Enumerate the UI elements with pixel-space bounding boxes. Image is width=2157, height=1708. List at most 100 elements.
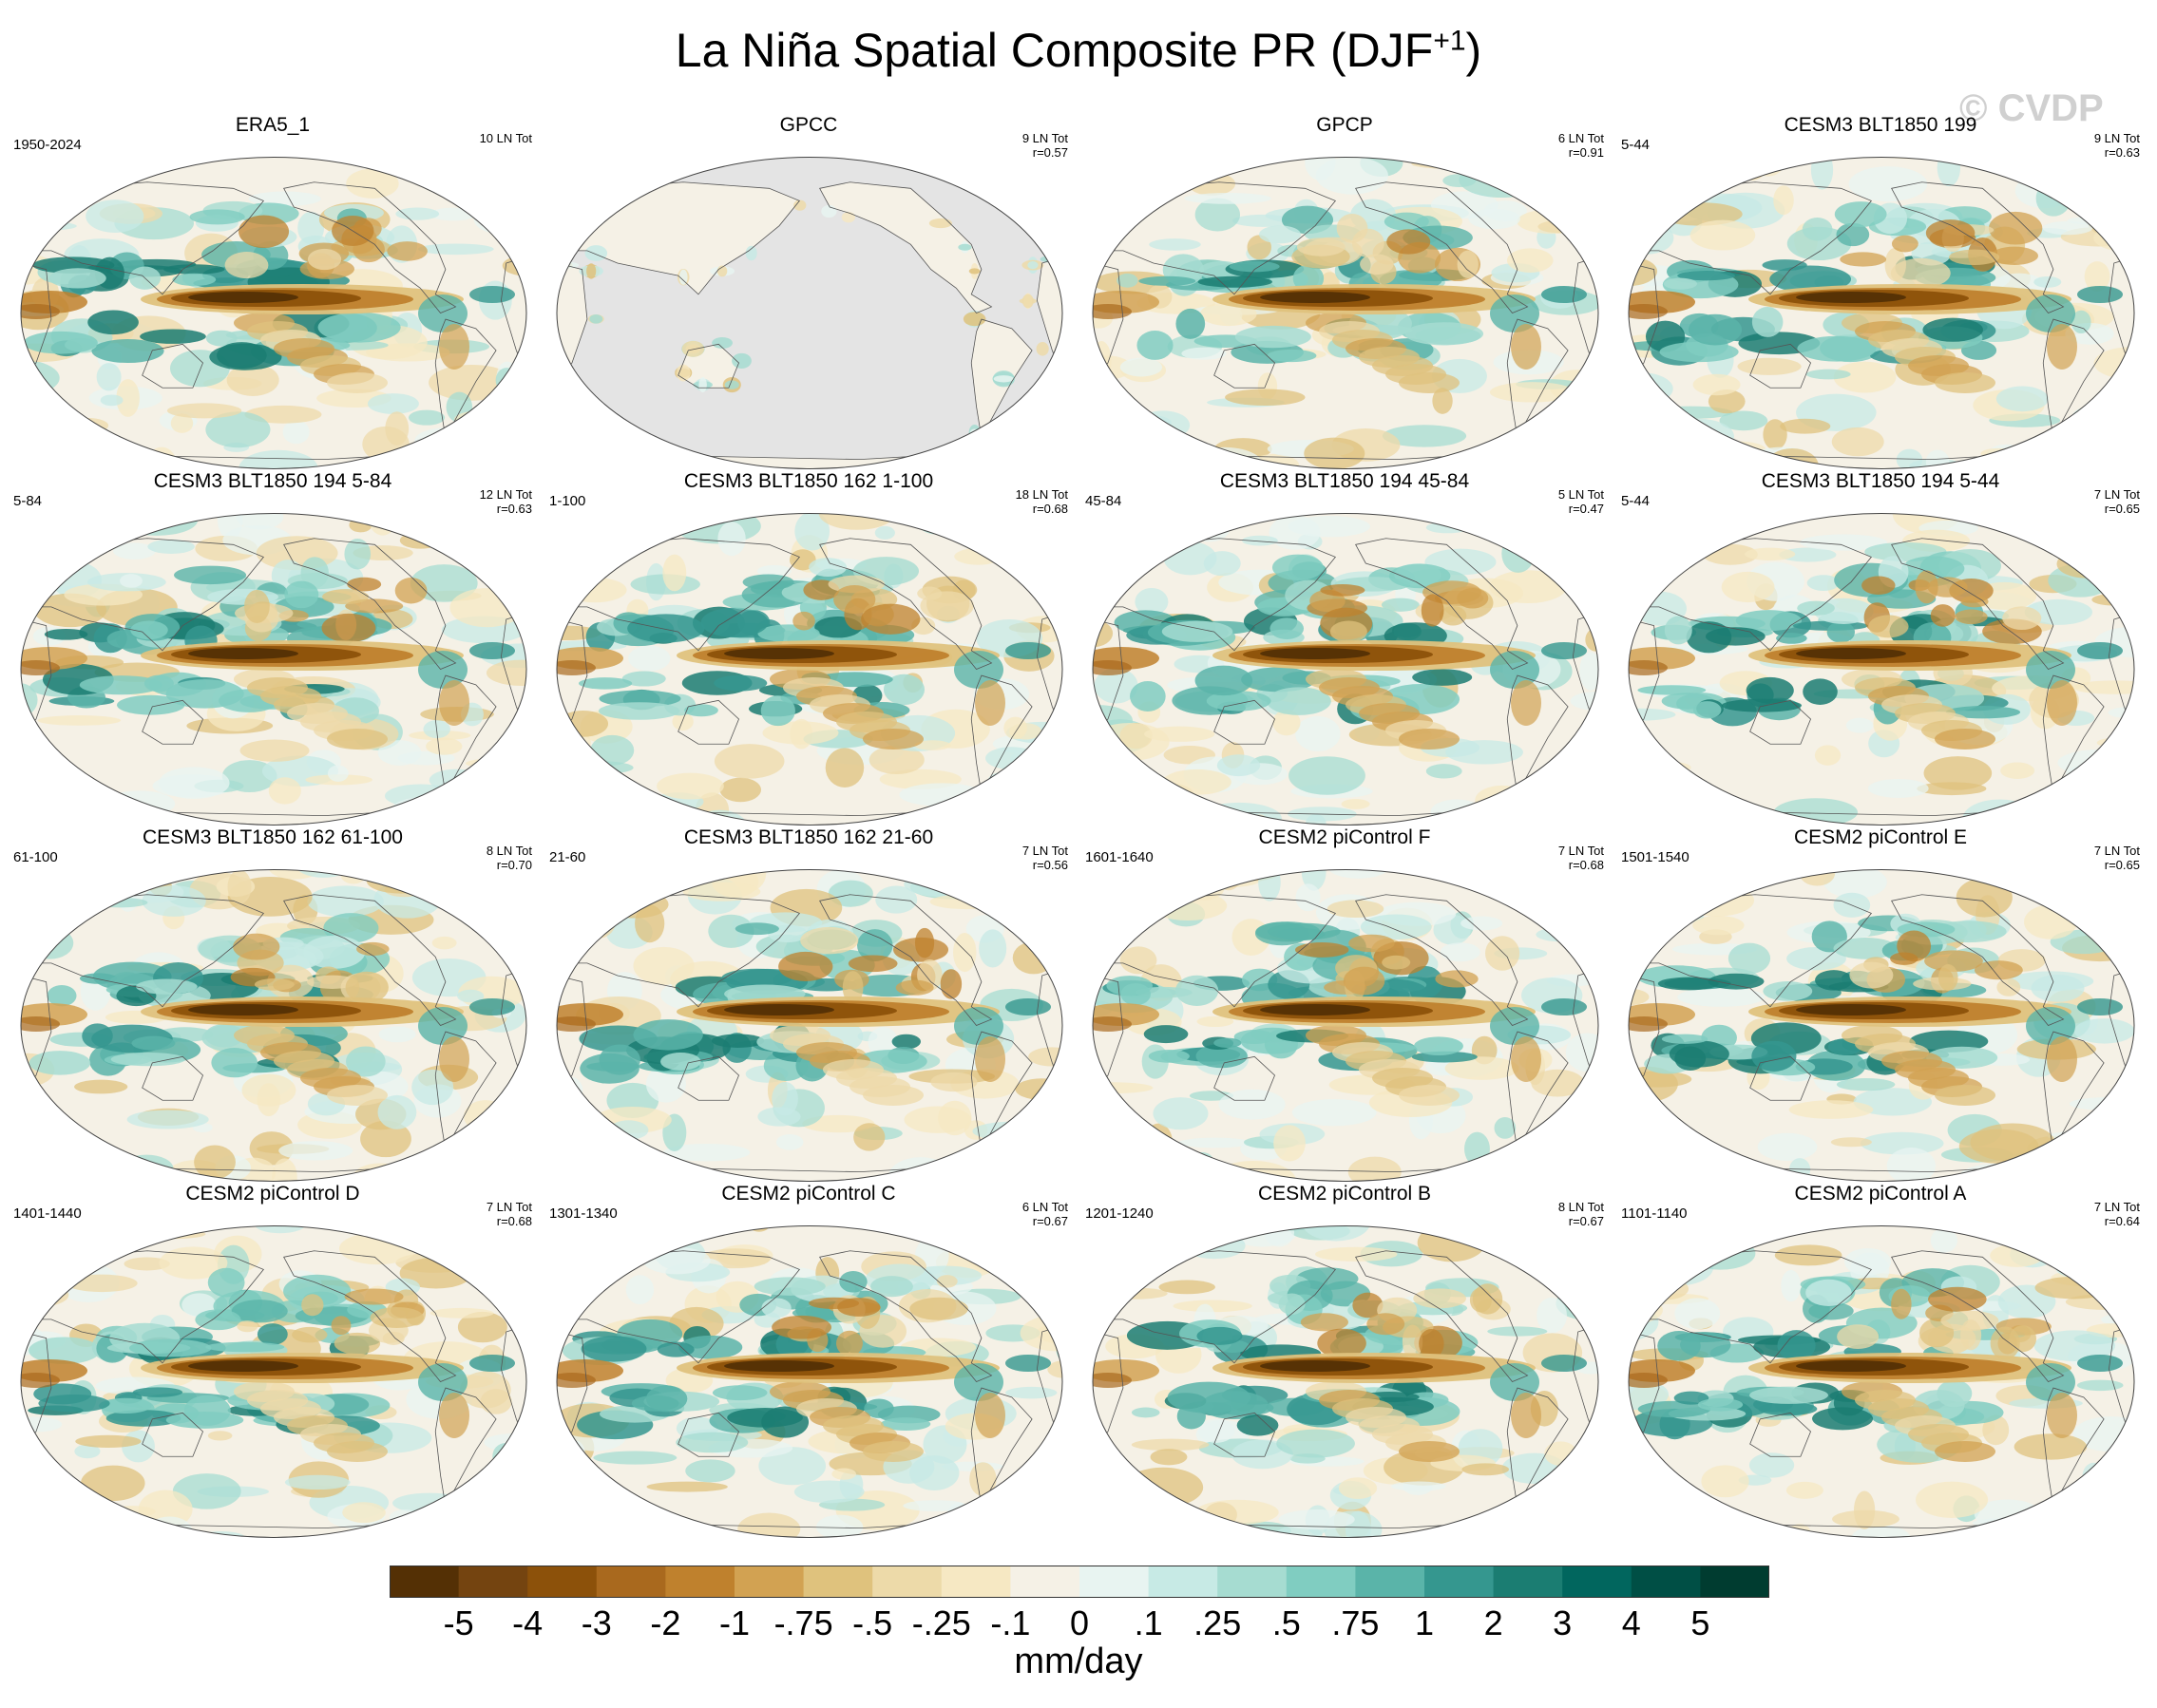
anomaly-contour <box>828 880 873 907</box>
anomaly-contour <box>2052 524 2084 548</box>
anomaly-contour <box>2047 680 2077 726</box>
anomaly-contour <box>1991 246 2038 265</box>
anomaly-contour <box>557 660 596 675</box>
anomaly-contour <box>869 745 925 775</box>
anomaly-contour <box>1341 799 1370 809</box>
anomaly-contour <box>1444 1056 1519 1080</box>
anomaly-contour <box>268 777 301 805</box>
anomaly-contour <box>1093 739 1108 776</box>
coastline <box>1093 894 1337 1008</box>
anomaly-contour <box>307 248 342 271</box>
anomaly-contour <box>1218 1089 1286 1120</box>
map-border <box>556 869 1063 1182</box>
colorbar-segment <box>1424 1566 1495 1598</box>
anomaly-contour <box>1982 1414 2010 1446</box>
anomaly-contour <box>1469 1287 1492 1313</box>
anomaly-contour <box>79 675 162 695</box>
anomaly-contour <box>91 897 148 908</box>
anomaly-contour <box>21 1505 72 1538</box>
anomaly-contour <box>377 1094 417 1129</box>
anomaly-contour <box>1773 185 1794 216</box>
anomaly-contour <box>104 790 176 817</box>
anomaly-contour <box>1399 729 1460 750</box>
panel-event-count: 7 LN Tot <box>486 1200 532 1214</box>
anomaly-contour <box>21 513 96 552</box>
anomaly-contour <box>172 1473 241 1509</box>
anomaly-contour <box>2031 975 2085 1002</box>
anomaly-contour <box>1511 324 1541 370</box>
anomaly-contour <box>724 1360 834 1372</box>
anomaly-contour <box>389 1509 421 1526</box>
anomaly-contour <box>833 585 876 614</box>
coastline <box>557 1331 588 1452</box>
panel-years: 1-100 <box>549 493 586 509</box>
anomaly-contour <box>457 989 485 1003</box>
anomaly-contour <box>2065 763 2134 785</box>
coastline <box>1891 181 2065 313</box>
anomaly-contour <box>439 680 469 726</box>
anomaly-contour <box>2077 286 2123 303</box>
anomaly-contour <box>1128 157 1197 179</box>
anomaly-contour <box>1632 1264 1659 1276</box>
anomaly-contour <box>602 869 685 888</box>
anomaly-contour <box>818 513 896 530</box>
anomaly-contour <box>86 199 144 233</box>
panel-event-count: 8 LN Tot <box>486 844 532 858</box>
anomaly-contour <box>853 1123 886 1151</box>
panel-correlation: r=0.63 <box>496 502 532 516</box>
panel-stats: 7 LN Tot r=0.68 <box>1558 844 1604 872</box>
anomaly-contour <box>1494 1117 1517 1139</box>
anomaly-contour <box>1629 1225 1657 1244</box>
anomaly-contour <box>1960 596 1989 608</box>
anomaly-contour <box>1188 172 1236 196</box>
anomaly-contour <box>1104 1244 1162 1269</box>
anomaly-contour <box>929 894 1005 910</box>
anomaly-contour <box>1027 261 1039 270</box>
anomaly-contour <box>1093 1473 1136 1489</box>
colorbar-segment <box>527 1566 598 1598</box>
anomaly-contour <box>283 1274 352 1309</box>
anomaly-contour <box>1685 1237 1756 1270</box>
anomaly-contour <box>1093 726 1116 765</box>
colorbar-segment <box>1079 1566 1150 1598</box>
anomaly-contour <box>967 1241 1053 1276</box>
anomaly-contour <box>74 1444 101 1459</box>
map-field <box>1093 513 1598 826</box>
anomaly-contour <box>724 648 834 659</box>
colorbar-tick-label: -3 <box>581 1604 612 1642</box>
map-border <box>1628 513 2135 826</box>
anomaly-contour <box>778 951 833 981</box>
coastline <box>21 262 52 383</box>
anomaly-contour <box>627 614 705 643</box>
anomaly-contour <box>463 1225 526 1241</box>
anomaly-contour <box>1974 960 2023 980</box>
anomaly-contour <box>757 1107 801 1127</box>
anomaly-contour <box>1629 256 1658 287</box>
map-panel: CESM3 BLT1850 162 21-60 21-60 7 LN Tot r=0.… <box>549 826 1068 1182</box>
anomaly-contour <box>1705 627 1766 646</box>
panel-title: CESM2 piControl C <box>721 1183 896 1205</box>
anomaly-contour <box>754 1277 826 1296</box>
anomaly-contour <box>1728 942 1771 975</box>
anomaly-contour <box>1197 275 1272 288</box>
anomaly-contour <box>1924 950 1983 972</box>
coastline <box>1213 1055 1275 1101</box>
colorbar-segment <box>803 1566 873 1598</box>
coastline <box>1093 618 1124 739</box>
anomaly-contour <box>825 748 865 788</box>
anomaly-contour <box>735 922 779 936</box>
anomaly-contour <box>1174 975 1219 1006</box>
anomaly-contour <box>793 1480 865 1504</box>
coastline <box>1629 181 1873 295</box>
anomaly-contour <box>2102 1128 2134 1143</box>
anomaly-contour <box>917 513 960 535</box>
panel-stats: 10 LN Tot <box>480 131 532 145</box>
anomaly-contour <box>1229 260 1280 273</box>
anomaly-contour <box>580 1053 639 1084</box>
anomaly-contour <box>848 955 898 973</box>
anomaly-contour <box>1657 977 1719 991</box>
anomaly-contour <box>1183 1232 1246 1260</box>
anomaly-contour <box>1489 382 1575 403</box>
anomaly-contour <box>418 294 468 332</box>
anomaly-contour <box>87 310 139 335</box>
